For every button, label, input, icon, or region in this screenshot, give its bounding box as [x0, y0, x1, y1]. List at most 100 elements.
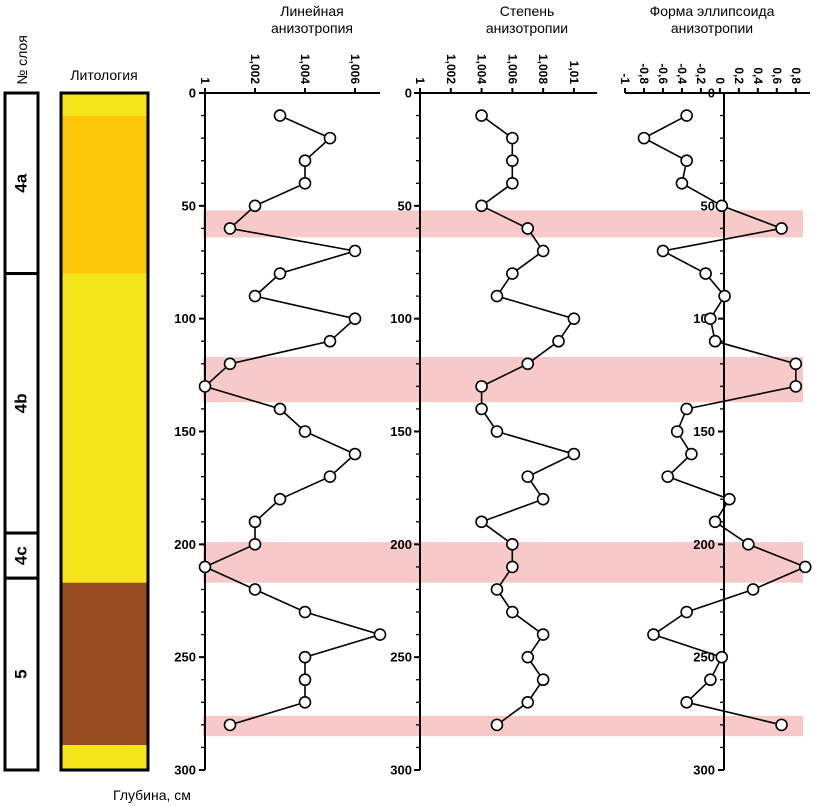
data-point	[506, 176, 519, 190]
data-point	[536, 673, 550, 687]
y-tick-label: 50	[398, 198, 412, 213]
data-point	[647, 628, 660, 641]
data-point	[273, 402, 287, 416]
data-point	[223, 718, 237, 732]
data-point	[506, 131, 519, 145]
data-point	[536, 244, 550, 258]
y-tick-label: 0	[189, 86, 196, 101]
y-tick-label: 300	[693, 763, 715, 778]
data-point	[723, 492, 736, 506]
data-point	[699, 267, 712, 280]
lithology-unit	[61, 115, 148, 274]
y-tick-label: 200	[693, 537, 715, 552]
data-point	[798, 560, 812, 574]
data-point	[223, 357, 237, 371]
x-tick-label: 1	[413, 77, 427, 84]
data-point	[198, 560, 212, 574]
data-point	[680, 605, 693, 619]
layer-label: 4b	[12, 393, 31, 413]
lithology-header: Литология	[70, 67, 137, 83]
data-point	[273, 109, 287, 122]
layer-box	[3, 531, 40, 580]
data-point	[198, 380, 212, 393]
data-point	[475, 109, 488, 122]
data-point	[680, 402, 693, 416]
layer-label: 4a	[12, 173, 31, 192]
data-point	[298, 605, 312, 619]
layer-box	[3, 272, 40, 535]
y-tick-label: 0	[708, 86, 715, 101]
data-point	[248, 538, 262, 551]
y-tick-label: 100	[174, 311, 196, 326]
x-tick-label: 1,004	[475, 54, 489, 84]
x-tick-label: 1,006	[505, 54, 519, 84]
data-point	[348, 447, 362, 461]
data-point	[490, 289, 504, 303]
data-point	[704, 312, 717, 325]
data-point	[715, 650, 729, 664]
data-point	[298, 673, 312, 687]
panel-title-line-2: анизотропии	[486, 20, 568, 36]
panel-linear-anisotropy: Линейная анизотропия 1 1,002 1,004 1,006 0 50…	[174, 3, 387, 778]
data-point	[715, 199, 729, 213]
data-point	[348, 244, 362, 258]
x-tick-label: -0,2	[694, 63, 708, 84]
series-line	[642, 114, 808, 726]
data-point	[223, 222, 237, 235]
data-point	[521, 470, 535, 483]
data-point	[680, 109, 693, 122]
panel-ellipsoid-shape: Форма эллипсоида анизотропии -1 -0,8 -0,6-…	[618, 3, 812, 778]
x-tick-label: 1,01	[567, 61, 581, 85]
x-tick-label: 1,008	[536, 54, 550, 84]
data-point	[298, 154, 312, 167]
data-point	[248, 583, 262, 596]
data-point	[775, 222, 788, 235]
panel-degree-anisotropy: Степень анизотропии 1 1,002 1,004 1,006 1,00…	[390, 3, 597, 778]
data-point	[775, 718, 788, 732]
y-tick-label: 0	[405, 86, 412, 101]
data-point	[506, 560, 519, 574]
series-line	[203, 114, 383, 726]
lithology-unit	[61, 93, 148, 116]
data-point	[536, 628, 550, 641]
x-tick-label: 1,002	[248, 54, 262, 84]
data-point	[490, 425, 504, 438]
y-axis-label: Глубина, см	[113, 787, 191, 803]
data-point	[298, 176, 312, 190]
x-tick-label: 0,6	[770, 67, 784, 84]
panel-title-line-1: Степень	[500, 3, 555, 19]
data-point	[298, 650, 312, 664]
data-point	[506, 154, 519, 167]
data-point	[670, 425, 684, 438]
data-point	[298, 695, 312, 709]
data-point	[323, 334, 337, 348]
layer-column: 4a 4b 4c 5	[3, 91, 40, 772]
x-tick-label: 1	[198, 77, 212, 84]
layer-column-header: № слоя	[14, 35, 30, 85]
y-tick-label: 150	[174, 424, 196, 439]
data-point	[637, 131, 651, 145]
layer-box	[3, 576, 40, 772]
data-point	[506, 605, 519, 619]
y-tick-label: 100	[390, 311, 412, 326]
highlight-bands	[203, 210, 803, 737]
y-tick-label: 200	[174, 537, 196, 552]
x-tick-label: 0,4	[751, 67, 765, 84]
panel-title-line-2: анизотропии	[671, 20, 753, 36]
data-point	[521, 650, 535, 664]
data-point	[323, 470, 337, 483]
data-point	[704, 673, 717, 687]
data-point	[373, 628, 387, 641]
data-point	[656, 244, 670, 258]
data-point	[298, 425, 312, 438]
panel-title-line-2: анизотропия	[271, 20, 353, 36]
lithology-unit	[61, 745, 148, 770]
series-line	[479, 114, 577, 726]
panel-title-line-1: Линейная	[280, 3, 343, 19]
data-point	[521, 695, 535, 709]
x-tick-label: 0,8	[789, 67, 803, 84]
layer-box	[3, 91, 40, 276]
lithology-column	[59, 91, 150, 772]
data-point	[685, 447, 698, 461]
data-point	[273, 492, 287, 506]
